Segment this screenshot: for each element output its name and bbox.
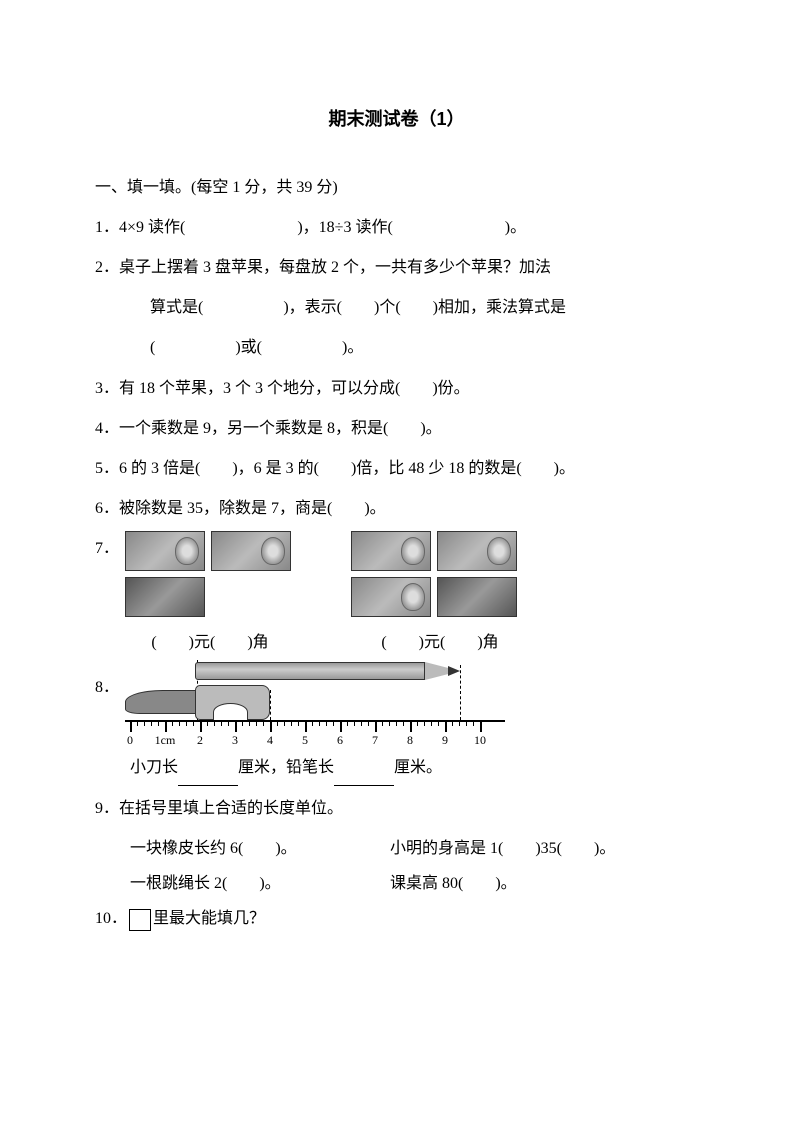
page-title: 期末测试卷（1）: [95, 100, 698, 140]
question-8-text: 小刀长 厘米，铅笔长 厘米。: [95, 750, 698, 785]
money-group-left: [125, 531, 291, 617]
question-6: 6．被除数是 35，除数是 7，商是( )。: [95, 491, 698, 526]
q8-text-mid: 厘米，铅笔长: [238, 759, 334, 776]
money-label-right: ( )元( )角: [355, 625, 525, 660]
knife-icon: [125, 685, 270, 720]
banknote-icon: [125, 531, 205, 571]
question-2-line1: 2．桌子上摆着 3 盘苹果，每盘放 2 个，一共有多少个苹果？加法: [95, 250, 698, 285]
question-2-line2: 算式是( )，表示( )个( )相加，乘法算式是: [95, 290, 698, 325]
question-8: 8． 01cm2345678910: [95, 660, 698, 750]
pencil-icon: [195, 662, 460, 680]
banknote-icon: [351, 531, 431, 571]
question-8-number: 8．: [95, 660, 125, 705]
money-label-left: ( )元( )角: [125, 625, 295, 660]
question-10: 10． 里最大能填几？: [95, 901, 698, 936]
question-9-row1: 一块橡皮长约 6( )。 小明的身高是 1( )35( )。: [95, 831, 698, 866]
money-labels: ( )元( )角 ( )元( )角: [95, 625, 698, 660]
q8-text-prefix: 小刀长: [130, 759, 178, 776]
question-7-number: 7．: [95, 531, 125, 566]
question-9-line1: 9．在括号里填上合适的长度单位。: [95, 791, 698, 826]
banknote-icon: [125, 577, 205, 617]
question-2-line3: ( )或( )。: [95, 330, 698, 365]
q10-prefix: 10．: [95, 910, 127, 927]
section-1-header: 一、填一填。(每空 1 分，共 39 分): [95, 170, 698, 205]
money-groups: [125, 531, 517, 617]
question-9-row2: 一根跳绳长 2( )。 课桌高 80( )。: [95, 866, 698, 901]
q10-suffix: 里最大能填几？: [153, 910, 265, 927]
banknote-icon: [437, 577, 517, 617]
question-7: 7．: [95, 531, 698, 617]
banknote-icon: [351, 577, 431, 617]
question-5: 5．6 的 3 倍是( )，6 是 3 的( )倍，比 48 少 18 的数是(…: [95, 451, 698, 486]
money-group-right: [351, 531, 517, 617]
q9-item4: 课桌高 80( )。: [390, 866, 698, 901]
q8-text-suffix: 厘米。: [394, 759, 442, 776]
blank-underline: [334, 766, 394, 785]
question-1: 1．4×9 读作( )，18÷3 读作( )。: [95, 210, 698, 245]
ruler-icon: 01cm2345678910: [125, 720, 505, 750]
box-icon: [129, 909, 151, 931]
question-4: 4．一个乘数是 9，另一个乘数是 8，积是( )。: [95, 411, 698, 446]
q9-item2: 小明的身高是 1( )35( )。: [390, 831, 698, 866]
q9-item3: 一根跳绳长 2( )。: [130, 866, 390, 901]
blank-underline: [178, 766, 238, 785]
banknote-icon: [211, 531, 291, 571]
ruler-diagram: 01cm2345678910: [125, 660, 505, 750]
banknote-icon: [437, 531, 517, 571]
question-3: 3．有 18 个苹果，3 个 3 个地分，可以分成( )份。: [95, 371, 698, 406]
q9-item1: 一块橡皮长约 6( )。: [130, 831, 390, 866]
